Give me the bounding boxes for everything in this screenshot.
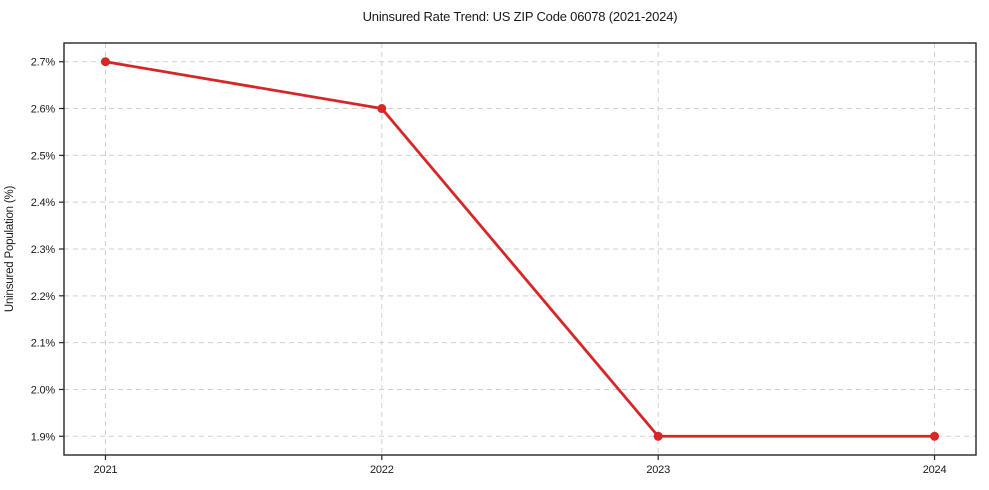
data-point-marker — [653, 431, 663, 441]
data-point-marker — [377, 104, 387, 114]
data-point-marker — [100, 57, 110, 67]
y-tick-label: 1.9% — [31, 431, 56, 443]
y-tick-label: 2.2% — [31, 291, 56, 303]
x-tick-label: 2024 — [923, 464, 947, 476]
plot-border — [63, 42, 977, 456]
y-tick-label: 2.1% — [31, 338, 56, 350]
x-tick-label: 2022 — [370, 464, 394, 476]
data-point-marker — [930, 431, 940, 441]
y-tick-label: 2.6% — [31, 104, 56, 116]
y-tick-label: 2.4% — [31, 197, 56, 209]
x-tick-label: 2023 — [646, 464, 670, 476]
y-tick-label: 2.3% — [31, 244, 56, 256]
y-axis-label: Uninsured Population (%) — [4, 186, 16, 313]
x-tick-label: 2021 — [94, 464, 118, 476]
chart-title: Uninsured Rate Trend: US ZIP Code 06078 … — [363, 9, 678, 24]
trend-line — [104, 60, 936, 438]
y-tick-label: 2.7% — [31, 57, 56, 69]
y-tick-label: 2.0% — [31, 384, 56, 396]
y-tick-label: 2.5% — [31, 150, 56, 162]
